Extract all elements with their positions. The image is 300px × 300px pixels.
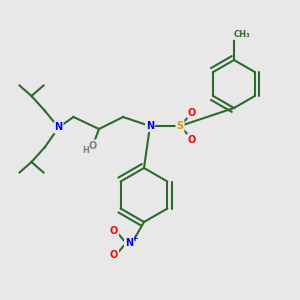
Text: ⁻: ⁻: [113, 255, 118, 264]
Text: H: H: [82, 146, 89, 154]
Text: O: O: [110, 226, 118, 236]
Text: N: N: [125, 238, 133, 248]
Text: S: S: [176, 121, 184, 131]
Text: O: O: [89, 140, 97, 151]
Text: O: O: [188, 134, 196, 145]
Text: O: O: [110, 250, 118, 260]
Text: +: +: [132, 234, 138, 243]
Text: CH₃: CH₃: [233, 30, 250, 39]
Text: O: O: [188, 107, 196, 118]
Text: N: N: [146, 121, 154, 131]
Text: N: N: [54, 122, 63, 133]
